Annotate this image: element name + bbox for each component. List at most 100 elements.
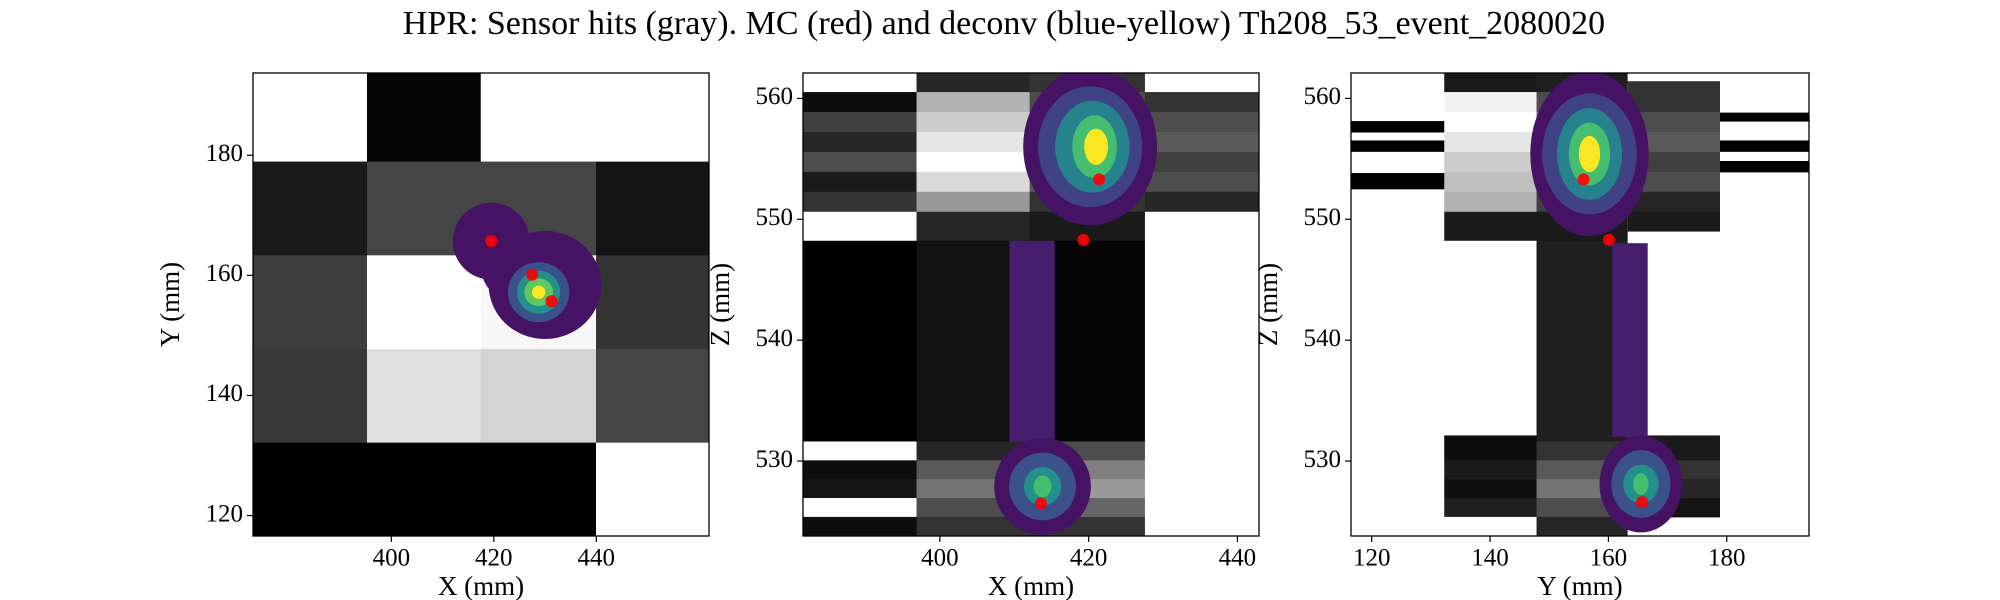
y-tick-label: 550 — [1304, 204, 1342, 231]
sensor-cell — [916, 171, 1031, 193]
sensor-cell — [1444, 73, 1538, 93]
sensor-cell — [803, 131, 918, 153]
sensor-cell — [1627, 191, 1721, 213]
axes-frame — [1350, 72, 1810, 537]
sensor-cell — [596, 348, 709, 444]
sensor-cell — [803, 112, 918, 133]
sensor-cell — [1719, 140, 1809, 152]
sensor-cell — [253, 73, 368, 163]
sensor-cell — [803, 460, 918, 480]
x-tick-label: 120 — [1353, 545, 1391, 572]
sensor-cell — [1627, 211, 1721, 232]
sensor-cell — [1351, 121, 1445, 133]
sensor-cell — [803, 92, 918, 113]
sensor-cell — [803, 211, 918, 242]
sensor-cell — [803, 479, 918, 499]
y-tick-label: 180 — [206, 140, 244, 167]
mc-point — [545, 295, 558, 308]
plot-area — [803, 73, 1259, 536]
x-tick-label: 440 — [1219, 545, 1257, 572]
sensor-cell — [1719, 160, 1809, 173]
x-tick-label: 400 — [921, 545, 959, 572]
sensor-cell — [803, 73, 918, 93]
sensor-cell — [916, 92, 1031, 113]
x-tick-label: 140 — [1471, 545, 1509, 572]
y-tick-label: 540 — [1304, 325, 1342, 352]
deconv-level — [1084, 128, 1108, 165]
sensor-cell — [480, 442, 597, 536]
sensor-cell — [1351, 173, 1445, 190]
x-tick-label: 440 — [578, 545, 616, 572]
y-tick-label: 140 — [206, 380, 244, 407]
sensor-cell — [1444, 479, 1538, 499]
x-axis-label: X (mm) — [438, 571, 524, 600]
sensor-cell — [1444, 171, 1538, 193]
deconv-level — [1578, 135, 1601, 173]
sensor-cell — [1444, 131, 1538, 153]
y-axis-label: Y (mm) — [155, 262, 185, 347]
sensor-cell — [916, 191, 1031, 213]
deconv-cell — [1009, 240, 1055, 442]
sensor-cell — [803, 191, 918, 213]
sensor-cell — [480, 73, 597, 163]
y-tick-label: 560 — [1304, 83, 1342, 110]
deconv-level — [1633, 473, 1649, 495]
mc-point — [1093, 173, 1106, 186]
mc-point — [1602, 233, 1615, 246]
sensor-cell — [1444, 516, 1538, 536]
mc-point — [1577, 173, 1590, 186]
deconv-level — [531, 285, 546, 299]
sensor-cell — [1444, 211, 1538, 242]
y-tick-label: 160 — [206, 260, 244, 287]
sensor-cell — [1444, 92, 1538, 113]
sensor-cell — [916, 211, 1031, 242]
sensor-cell — [367, 255, 482, 350]
sensor-cell — [916, 73, 1031, 93]
sensor-cell — [1444, 151, 1538, 173]
x-tick-label: 400 — [373, 545, 411, 572]
deconv-level — [1033, 475, 1052, 498]
y-tick-label: 560 — [756, 83, 794, 110]
sensor-cell — [916, 151, 1031, 173]
sensor-cell — [1627, 81, 1721, 113]
sensor-cell — [916, 131, 1031, 153]
sensor-cell — [596, 161, 709, 256]
figure-title: HPR: Sensor hits (gray). MC (red) and de… — [403, 5, 1605, 42]
x-tick-label: 180 — [1708, 545, 1746, 572]
sensor-cell — [1144, 92, 1259, 113]
sensor-cell — [803, 171, 918, 193]
sensor-cell — [253, 161, 368, 256]
sensor-cell — [596, 73, 709, 163]
sensor-cell — [1144, 73, 1259, 93]
y-axis-label: Z (mm) — [705, 263, 735, 346]
mc-point — [485, 235, 498, 248]
sensor-cell — [803, 498, 918, 518]
sensor-cell — [1144, 151, 1259, 173]
sensor-cell — [367, 442, 482, 536]
x-axis-label: X (mm) — [988, 571, 1074, 600]
mc-point — [1035, 497, 1048, 510]
y-tick-label: 550 — [756, 204, 794, 231]
sensor-cell — [253, 442, 368, 536]
plot-area — [1351, 73, 1809, 536]
sensor-cell — [1144, 171, 1259, 193]
x-axis-label: Y (mm) — [1537, 571, 1622, 600]
plot-area — [253, 73, 709, 536]
x-tick-label: 420 — [1070, 545, 1108, 572]
axes-frame — [802, 72, 1260, 537]
sensor-cell — [1444, 240, 1538, 442]
sensor-cell — [803, 240, 918, 442]
y-tick-label: 530 — [1304, 446, 1342, 473]
y-tick-label: 530 — [756, 446, 794, 473]
sensor-cell — [596, 442, 709, 536]
sensor-cell — [803, 516, 918, 536]
sensor-cell — [596, 255, 709, 350]
sensor-cell — [803, 441, 918, 461]
sensor-cell — [480, 348, 597, 444]
sensor-cell — [367, 348, 482, 444]
sensor-cell — [1351, 140, 1445, 152]
sensor-cell — [1444, 191, 1538, 213]
sensor-cell — [1444, 112, 1538, 133]
sensor-cell — [1144, 112, 1259, 133]
sensor-cell — [1144, 131, 1259, 153]
